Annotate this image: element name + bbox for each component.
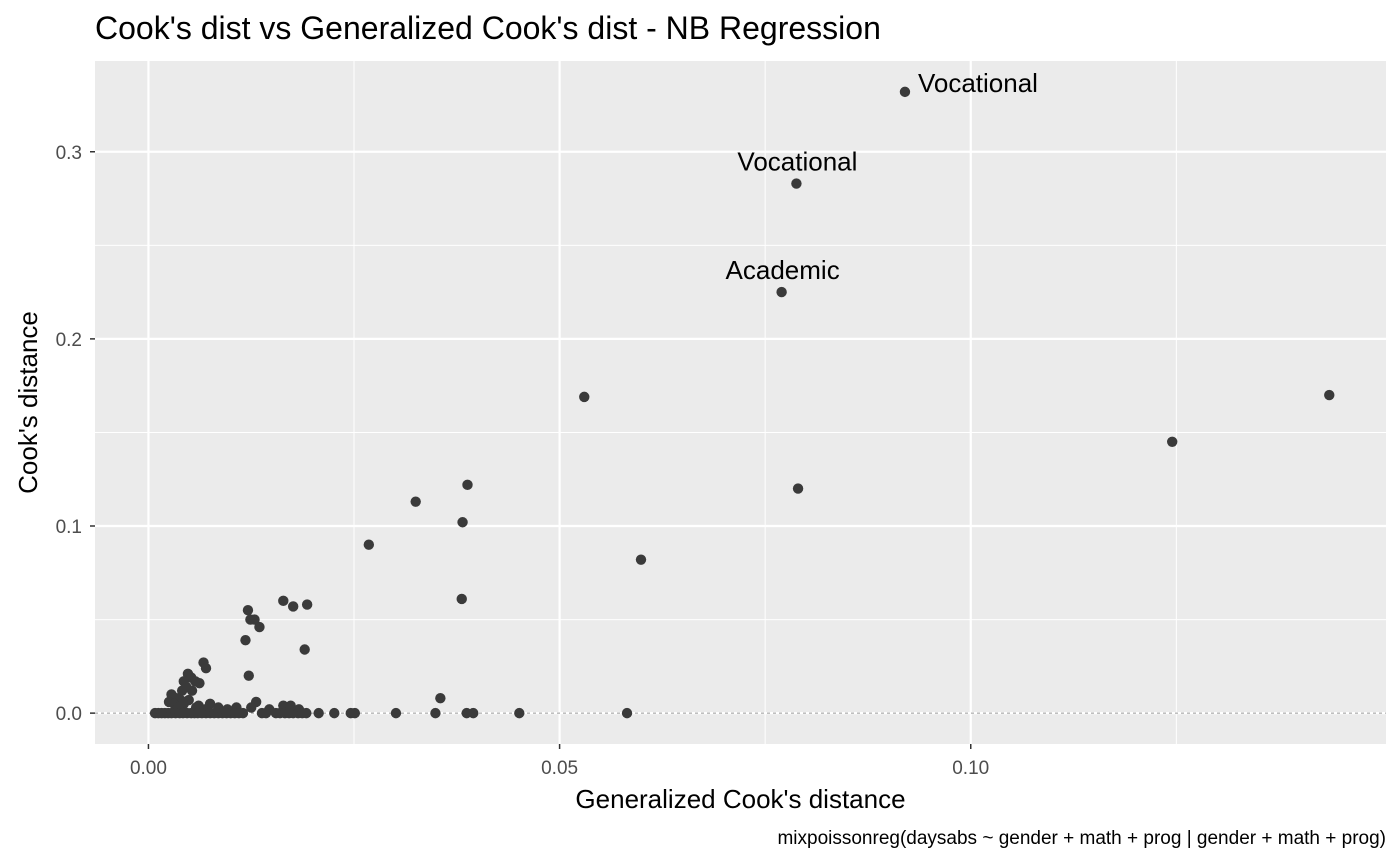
data-point bbox=[410, 496, 421, 507]
data-point bbox=[243, 670, 254, 681]
x-tick-label: 0.10 bbox=[952, 758, 989, 779]
data-point bbox=[200, 663, 212, 674]
data-point bbox=[457, 517, 468, 528]
data-point bbox=[349, 707, 361, 719]
data-point bbox=[242, 605, 254, 616]
y-tick-label: 0.0 bbox=[56, 704, 82, 725]
data-point bbox=[468, 707, 479, 719]
data-point bbox=[621, 707, 633, 719]
data-point bbox=[462, 479, 473, 491]
y-tick-label: 0.2 bbox=[56, 330, 82, 351]
x-tick-label: 0.00 bbox=[130, 758, 167, 779]
data-point bbox=[792, 483, 804, 494]
x-axis-ticks: 0.00 0.05 0.10 bbox=[130, 744, 989, 779]
data-point bbox=[237, 707, 249, 719]
data-point bbox=[240, 634, 251, 646]
y-tick-label: 0.1 bbox=[56, 517, 82, 538]
data-point bbox=[301, 707, 312, 719]
data-point bbox=[899, 86, 911, 98]
chart-caption: mixpoissonreg(daysabs ~ gender + math + … bbox=[777, 828, 1386, 849]
data-points bbox=[149, 86, 1335, 719]
data-point bbox=[456, 593, 467, 605]
data-point bbox=[579, 391, 590, 403]
data-point bbox=[791, 178, 802, 189]
data-point bbox=[194, 677, 205, 689]
data-point bbox=[635, 554, 647, 565]
data-point bbox=[390, 707, 402, 719]
data-point bbox=[260, 707, 272, 719]
data-point bbox=[363, 539, 375, 550]
y-axis-title: Cook's distance bbox=[13, 311, 43, 494]
data-point bbox=[435, 692, 446, 704]
data-point bbox=[249, 614, 260, 625]
data-point bbox=[1324, 389, 1335, 401]
data-point bbox=[246, 702, 257, 713]
data-point bbox=[514, 707, 525, 719]
point-label: Vocational bbox=[918, 68, 1038, 98]
x-axis-title: Generalized Cook's distance bbox=[575, 784, 905, 814]
data-point bbox=[313, 707, 324, 719]
chart-title: Cook's dist vs Generalized Cook's dist -… bbox=[95, 10, 881, 46]
x-tick-label: 0.05 bbox=[541, 758, 578, 779]
data-point bbox=[254, 621, 265, 633]
data-point bbox=[299, 644, 310, 655]
point-label: Vocational bbox=[737, 147, 857, 177]
data-point bbox=[278, 595, 289, 607]
data-point bbox=[301, 599, 313, 610]
data-point bbox=[287, 601, 299, 612]
data-point bbox=[776, 286, 787, 298]
y-tick-label: 0.3 bbox=[56, 143, 82, 164]
point-label: Academic bbox=[726, 255, 840, 285]
point-labels: Vocational Vocational Academic bbox=[726, 68, 1038, 285]
data-point bbox=[430, 707, 441, 719]
minor-gridlines bbox=[95, 61, 1386, 744]
data-point bbox=[329, 707, 340, 719]
y-axis-ticks: 0.0 0.1 0.2 0.3 bbox=[56, 143, 95, 725]
data-point bbox=[186, 685, 198, 696]
data-point bbox=[1167, 436, 1178, 447]
data-point bbox=[176, 685, 188, 696]
plot-panel bbox=[95, 61, 1386, 744]
